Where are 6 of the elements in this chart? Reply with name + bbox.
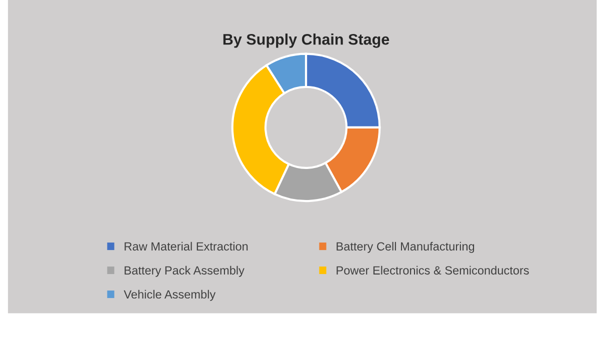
legend-label: Vehicle Assembly [124,290,216,301]
legend-label: Power Electronics & Semiconductors [336,266,529,275]
legend-label: Battery Pack Assembly [124,266,244,277]
legend-label: Raw Material Extraction [124,242,248,251]
legend-label: Battery Cell Manufacturing [336,242,474,253]
chart-title: By Supply Chain Stage [223,34,390,48]
